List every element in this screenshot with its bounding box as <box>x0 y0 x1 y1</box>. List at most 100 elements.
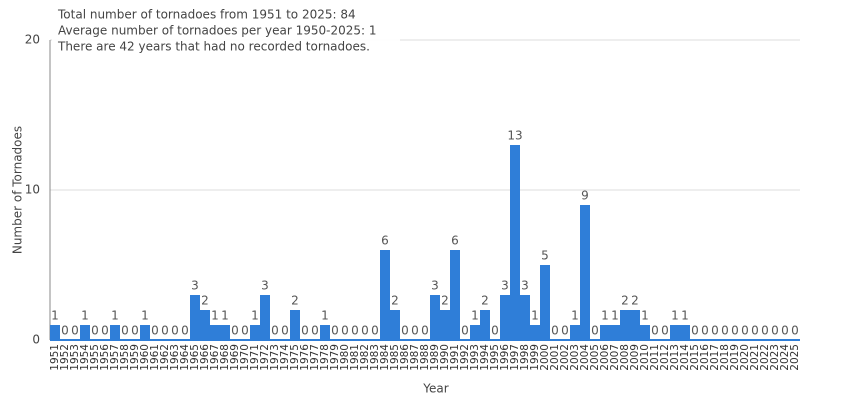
x-tick-label: 2020 <box>739 344 751 371</box>
data-label: 1 <box>221 309 229 323</box>
x-tick-label: 1966 <box>199 344 211 371</box>
x-tick-label: 1980 <box>339 344 351 371</box>
x-tick-label: 2002 <box>559 344 571 371</box>
bar <box>190 295 200 340</box>
data-label: 0 <box>161 324 169 338</box>
x-tick-label: 1972 <box>259 344 271 371</box>
x-tick-label: 2022 <box>759 344 771 371</box>
x-tick-label: 1959 <box>129 344 141 371</box>
bar <box>440 310 450 340</box>
bar <box>260 295 270 340</box>
bar <box>50 325 60 340</box>
data-label: 1 <box>81 309 89 323</box>
data-label: 1 <box>611 309 619 323</box>
x-tick-label: 2003 <box>569 344 581 371</box>
data-label: 1 <box>51 309 59 323</box>
x-tick-label: 2025 <box>789 344 801 371</box>
data-label: 0 <box>401 324 409 338</box>
data-label: 1 <box>321 309 329 323</box>
annotation: There are 42 years that had no recorded … <box>57 40 370 54</box>
data-label: 0 <box>171 324 179 338</box>
data-label: 0 <box>331 324 339 338</box>
x-tick-label: 2021 <box>749 344 761 371</box>
bar <box>110 325 120 340</box>
x-tick-label: 2013 <box>669 344 681 371</box>
data-label: 0 <box>341 324 349 338</box>
x-tick-label: 1998 <box>519 344 531 371</box>
y-tick-label: 0 <box>32 333 40 347</box>
bar <box>480 310 490 340</box>
data-label: 2 <box>481 294 489 308</box>
x-tick-label: 1989 <box>429 344 441 371</box>
y-tick-label: 20 <box>25 33 40 47</box>
x-tick-label: 1963 <box>169 344 181 371</box>
x-tick-label: 1973 <box>269 344 281 371</box>
data-label: 0 <box>301 324 309 338</box>
x-tick-label: 1992 <box>459 344 471 371</box>
data-label: 3 <box>521 279 529 293</box>
bar <box>390 310 400 340</box>
x-tick-label: 2018 <box>719 344 731 371</box>
x-tick-label: 2010 <box>639 344 651 371</box>
data-label: 0 <box>781 324 789 338</box>
data-label: 0 <box>101 324 109 338</box>
x-tick-label: 1990 <box>439 344 451 371</box>
x-tick-label: 1984 <box>379 344 391 371</box>
data-label: 0 <box>771 324 779 338</box>
x-tick-label: 1996 <box>499 344 511 371</box>
x-tick-label: 1975 <box>289 344 301 371</box>
x-tick-label: 1976 <box>299 344 311 371</box>
data-label: 2 <box>631 294 639 308</box>
x-tick-label: 2008 <box>619 344 631 371</box>
x-tick-label: 2019 <box>729 344 741 371</box>
bar <box>520 295 530 340</box>
data-label: 3 <box>501 279 509 293</box>
data-label: 0 <box>231 324 239 338</box>
x-tick-label: 2006 <box>599 344 611 371</box>
data-label: 1 <box>211 309 219 323</box>
data-label: 0 <box>721 324 729 338</box>
data-label: 0 <box>91 324 99 338</box>
data-label: 13 <box>507 129 522 143</box>
data-label: 0 <box>61 324 69 338</box>
data-label: 1 <box>601 309 609 323</box>
x-tick-label: 1979 <box>329 344 341 371</box>
data-label: 2 <box>621 294 629 308</box>
x-tick-label: 1978 <box>319 344 331 371</box>
x-tick-label: 1956 <box>99 344 111 371</box>
bar <box>610 325 620 340</box>
data-label: 1 <box>671 309 679 323</box>
x-tick-label: 1953 <box>69 344 81 371</box>
data-label: 1 <box>681 309 689 323</box>
annotation-box <box>52 5 400 61</box>
bar <box>380 250 390 340</box>
data-label: 0 <box>551 324 559 338</box>
x-tick-label: 2023 <box>769 344 781 371</box>
x-tick-label: 1983 <box>369 344 381 371</box>
data-label: 1 <box>111 309 119 323</box>
x-tick-label: 1997 <box>509 344 521 371</box>
data-label: 6 <box>451 234 459 248</box>
x-tick-label: 1994 <box>479 344 491 371</box>
x-tick-label: 2011 <box>649 344 661 371</box>
x-tick-label: 1962 <box>159 344 171 371</box>
x-tick-label: 2024 <box>779 344 791 371</box>
data-label: 0 <box>351 324 359 338</box>
data-label: 0 <box>761 324 769 338</box>
data-label: 0 <box>731 324 739 338</box>
data-label: 0 <box>181 324 189 338</box>
x-tick-label: 2001 <box>549 344 561 371</box>
data-label: 0 <box>121 324 129 338</box>
data-label: 0 <box>561 324 569 338</box>
x-tick-label: 1969 <box>229 344 241 371</box>
x-tick-label: 1967 <box>209 344 221 371</box>
data-label: 2 <box>441 294 449 308</box>
x-tick-label: 1960 <box>139 344 151 371</box>
data-label: 3 <box>191 279 199 293</box>
data-label: 3 <box>431 279 439 293</box>
data-label: 0 <box>371 324 379 338</box>
bar <box>570 325 580 340</box>
x-tick-label: 2015 <box>689 344 701 371</box>
x-tick-label: 2005 <box>589 344 601 371</box>
